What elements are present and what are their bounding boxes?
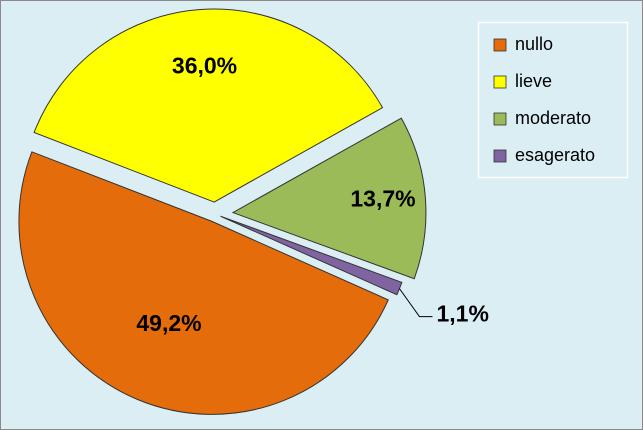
pie-slice xyxy=(18,151,389,415)
legend-swatch xyxy=(493,38,507,52)
data-label: 49,2% xyxy=(136,310,201,336)
data-label: 36,0% xyxy=(172,52,237,78)
leader-line xyxy=(399,288,433,318)
legend-label: lieve xyxy=(515,71,552,91)
pie-slice xyxy=(231,117,427,280)
data-label: 13,7% xyxy=(350,186,415,212)
legend-swatch xyxy=(493,75,507,89)
legend-label: esagerato xyxy=(515,145,595,165)
legend-label: nullo xyxy=(515,34,553,54)
legend-swatch xyxy=(493,149,507,163)
legend-label: moderato xyxy=(515,108,591,128)
data-label: 1,1% xyxy=(436,301,488,327)
legend-swatch xyxy=(493,112,507,126)
pie-slice xyxy=(33,8,384,203)
